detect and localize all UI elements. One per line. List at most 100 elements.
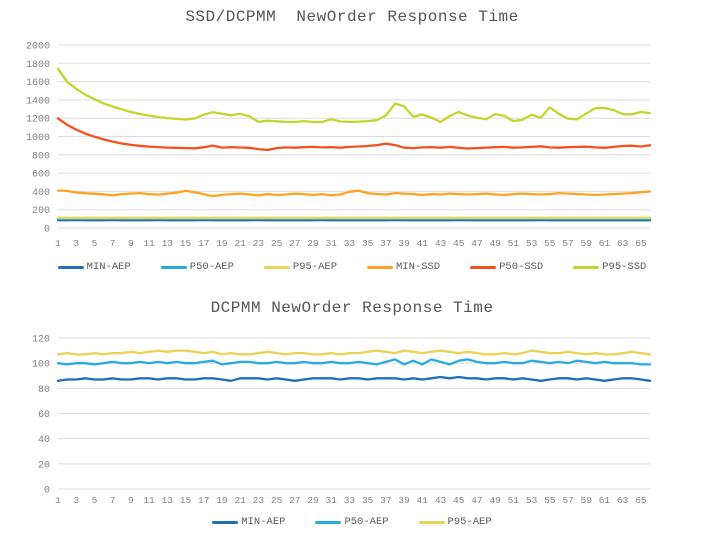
x-axis-label: 37 — [380, 238, 391, 249]
y-axis-label: 600 — [32, 170, 50, 181]
y-axis-label: 1800 — [26, 60, 50, 71]
x-axis-label: 3 — [73, 495, 79, 506]
x-axis-label: 23 — [253, 238, 265, 249]
legend-item-p50-ssd: P50-SSD — [470, 261, 543, 273]
legend-item-p95-aep: P95-AEP — [418, 516, 492, 528]
legend-label: P95-SSD — [602, 261, 647, 273]
series-line-min-aep — [56, 375, 652, 382]
y-axis-label: 20 — [38, 460, 50, 471]
legend-swatch-icon — [160, 265, 187, 269]
legend-swatch-icon — [57, 265, 84, 269]
y-axis-label: 100 — [32, 360, 50, 371]
x-axis-label: 9 — [128, 238, 134, 249]
legend-label: MIN-SSD — [396, 261, 441, 273]
y-axis-label: 400 — [32, 188, 50, 199]
x-axis-label: 43 — [435, 238, 447, 249]
legend-swatch-icon — [367, 265, 393, 269]
x-axis-label: 15 — [180, 238, 192, 249]
x-axis-label: 9 — [128, 495, 134, 506]
x-axis-label: 65 — [635, 495, 647, 506]
x-axis-label: 17 — [198, 495, 209, 506]
x-axis-label: 27 — [289, 238, 300, 249]
x-axis-label: 25 — [271, 495, 283, 506]
y-axis-label: 1400 — [26, 96, 50, 107]
legend-item-min-ssd: MIN-SSD — [367, 261, 440, 273]
x-axis-label: 5 — [92, 495, 98, 506]
series-line-p50-ssd — [56, 117, 652, 152]
x-axis-label: 57 — [562, 238, 573, 249]
legend-item-p50-aep: P50-AEP — [160, 261, 234, 273]
y-axis-label: 60 — [38, 410, 50, 421]
x-axis-label: 45 — [453, 238, 465, 249]
legend-dcpmm: MIN-AEP P50-AEP P95-AEP — [0, 516, 704, 528]
x-axis-label: 49 — [489, 495, 501, 506]
legend-label: MIN-AEP — [86, 261, 131, 273]
x-axis-label: 63 — [617, 495, 629, 506]
y-axis-label: 1600 — [26, 78, 50, 89]
x-axis-label: 39 — [398, 238, 410, 249]
x-axis-label: 47 — [471, 238, 482, 249]
x-axis-label: 19 — [216, 238, 228, 249]
legend-ssd-dcpmm: MIN-AEP P50-AEP P95-AEP MIN-SSD P50-SSD P95-S… — [0, 261, 704, 273]
x-axis-label: 53 — [526, 238, 538, 249]
x-axis-label: 33 — [344, 238, 356, 249]
x-axis-label: 1 — [55, 238, 61, 249]
x-axis-label: 49 — [489, 238, 501, 249]
chart-title-ssd-dcpmm: SSD/DCPMM NewOrder Response Time — [185, 8, 519, 26]
legend-label: MIN-AEP — [241, 516, 286, 528]
x-axis-label: 21 — [234, 238, 246, 249]
x-axis-label: 47 — [471, 495, 482, 506]
y-axis-label: 800 — [32, 151, 50, 162]
x-axis-label: 19 — [216, 495, 228, 506]
y-axis-label: 0 — [44, 486, 50, 497]
x-axis-label: 11 — [143, 495, 155, 506]
x-axis-label: 13 — [162, 238, 174, 249]
x-axis-label: 5 — [92, 238, 98, 249]
x-axis-label: 35 — [362, 238, 374, 249]
y-axis-label: 120 — [32, 335, 50, 346]
x-axis-label: 51 — [508, 495, 520, 506]
chart-title-dcpmm: DCPMM NewOrder Response Time — [210, 299, 494, 317]
x-axis-label: 53 — [526, 495, 538, 506]
x-axis-label: 31 — [326, 238, 338, 249]
legend-item-p95-ssd: P95-SSD — [573, 261, 646, 273]
legend-label: P95-AEP — [447, 516, 492, 528]
x-axis-label: 27 — [289, 495, 300, 506]
x-axis-label: 63 — [617, 238, 629, 249]
x-axis-label: 35 — [362, 495, 374, 506]
y-axis-label: 1200 — [26, 115, 50, 126]
legend-item-min-aep: MIN-AEP — [212, 516, 285, 528]
x-axis-label: 7 — [110, 495, 116, 506]
legend-swatch-icon — [315, 520, 342, 524]
x-axis-label: 61 — [599, 238, 611, 249]
y-axis-label: 40 — [38, 435, 50, 446]
series-line-p95-ssd — [56, 67, 652, 124]
legend-item-p50-aep: P50-AEP — [315, 516, 389, 528]
x-axis-label: 41 — [417, 238, 429, 249]
x-axis-label: 15 — [180, 495, 192, 506]
legend-swatch-icon — [470, 265, 497, 269]
legend-swatch-icon — [418, 520, 445, 524]
x-axis-label: 45 — [453, 495, 465, 506]
x-axis-label: 3 — [73, 238, 79, 249]
x-axis-label: 51 — [508, 238, 520, 249]
series-line-p50-aep — [56, 358, 652, 366]
x-axis-label: 31 — [326, 495, 338, 506]
x-axis-label: 55 — [544, 238, 556, 249]
x-axis-label: 41 — [417, 495, 429, 506]
legend-label: P50-AEP — [189, 261, 234, 273]
x-axis-label: 59 — [581, 238, 593, 249]
x-axis-label: 25 — [271, 238, 283, 249]
x-axis-label: 13 — [162, 495, 174, 506]
y-axis-label: 200 — [32, 206, 50, 217]
x-axis-label: 29 — [307, 238, 319, 249]
legend-item-p95-aep: P95-AEP — [263, 261, 337, 273]
legend-label: P50-SSD — [499, 261, 544, 273]
x-axis-label: 33 — [344, 495, 356, 506]
x-axis-label: 29 — [307, 495, 319, 506]
x-axis-label: 55 — [544, 495, 556, 506]
y-axis-label: 2000 — [26, 42, 50, 53]
